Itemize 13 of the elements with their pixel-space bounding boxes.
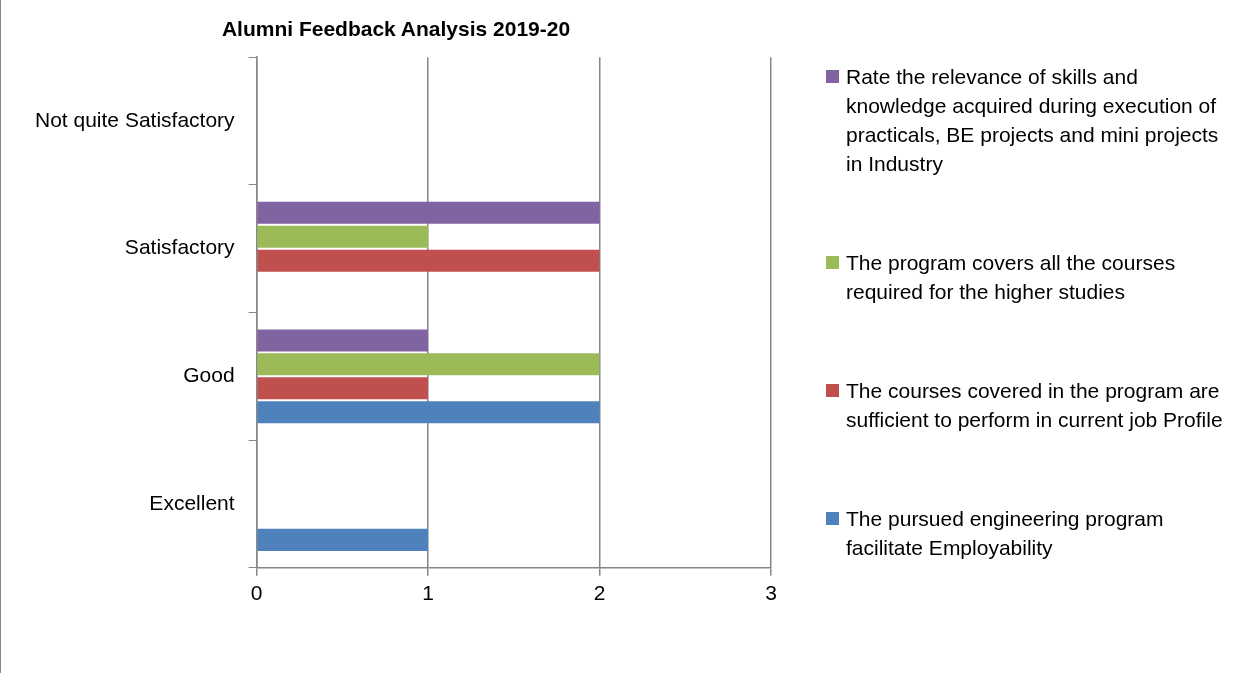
x-tick-label: 3 — [765, 581, 777, 605]
legend-label: The pursued engineering program facilitate Employability — [846, 506, 1165, 561]
y-tick-label: Good — [183, 363, 235, 387]
y-tick-label: Satisfactory — [124, 235, 236, 259]
x-tick-label: 1 — [422, 581, 434, 605]
x-tick-label: 0 — [250, 581, 263, 605]
legend-label: The program covers all the courses required for the higher studies — [846, 250, 1177, 305]
chart-title: Alumni Feedback Analysis 2019-20 — [221, 17, 571, 41]
legend-label: Rate the relevance of skills and knowledge acquired during execution of practicals, BE projects and mini projects in Industry — [846, 64, 1220, 177]
y-tick-label: Excellent — [149, 490, 235, 514]
legend-label: The courses covered in the program are sufficient to perform in current job Profile — [846, 378, 1224, 433]
y-tick-label: Not quite Satisfactory — [35, 107, 236, 131]
x-tick-label: 2 — [593, 581, 606, 605]
